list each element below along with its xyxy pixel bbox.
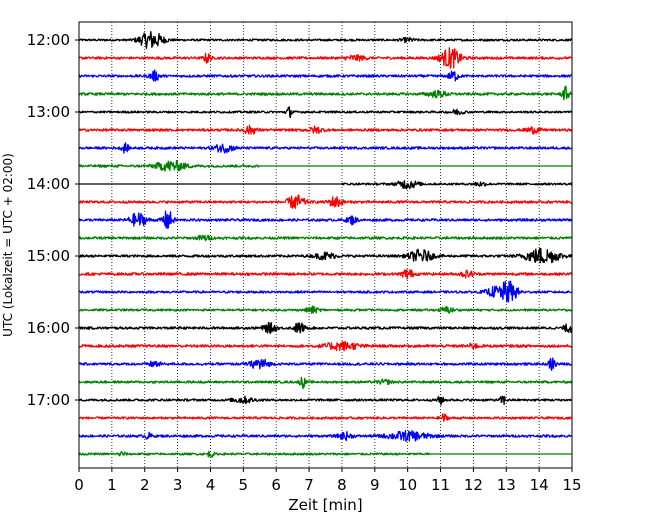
plot-frame xyxy=(78,21,573,469)
trace-1645 xyxy=(78,376,573,390)
trace-1445 xyxy=(78,234,573,242)
trace-line xyxy=(78,142,573,154)
trace-1530 xyxy=(78,280,573,303)
trace-1515 xyxy=(78,269,573,280)
x-tick-label: 0 xyxy=(74,476,84,494)
x-tick-label: 3 xyxy=(173,476,183,494)
trace-1500 xyxy=(78,247,573,264)
trace-line xyxy=(78,340,573,352)
trace-line xyxy=(78,47,573,69)
x-tick-label: 5 xyxy=(239,476,249,494)
trace-line xyxy=(78,280,573,303)
seismic-traces xyxy=(78,31,573,458)
trace-1300 xyxy=(78,106,573,119)
trace-line xyxy=(78,305,573,315)
x-tick-label: 7 xyxy=(304,476,314,494)
trace-line xyxy=(78,210,573,229)
trace-1745 xyxy=(78,450,573,458)
y-tick-label: 14:00 xyxy=(27,175,70,193)
x-axis-ticks: 0 1 2 3 4 5 6 7 8 9 10 11 12 13 14 15 xyxy=(74,468,582,494)
trace-line xyxy=(78,247,573,264)
trace-1315 xyxy=(78,124,573,135)
x-tick-label: 8 xyxy=(337,476,347,494)
trace-line xyxy=(78,106,573,119)
trace-line xyxy=(78,413,573,422)
trace-line xyxy=(78,85,573,101)
x-tick-label: 14 xyxy=(530,476,549,494)
x-tick-label: 12 xyxy=(464,476,483,494)
trace-line xyxy=(78,179,573,190)
y-tick-label: 16:00 xyxy=(27,319,70,337)
trace-line xyxy=(78,69,573,82)
trace-line xyxy=(78,159,573,172)
trace-1400 xyxy=(78,179,573,190)
trace-line xyxy=(78,376,573,390)
trace-1415 xyxy=(78,194,573,209)
trace-1730 xyxy=(78,429,573,443)
y-tick-label: 15:00 xyxy=(27,247,70,265)
trace-line xyxy=(78,124,573,135)
y-axis-label: UTC (Lokalzeit = UTC + 02:00) xyxy=(1,153,15,337)
trace-line xyxy=(78,31,573,49)
x-tick-label: 9 xyxy=(370,476,380,494)
y-axis-ticks: 12:00 13:00 14:00 15:00 16:00 17:00 xyxy=(27,31,79,409)
trace-1545 xyxy=(78,305,573,315)
trace-1715 xyxy=(78,413,573,422)
x-tick-label: 11 xyxy=(431,476,450,494)
trace-line xyxy=(78,194,573,209)
trace-line xyxy=(78,395,573,406)
x-tick-label: 13 xyxy=(497,476,516,494)
trace-1700 xyxy=(78,395,573,406)
x-axis-label: Zeit [min] xyxy=(288,496,362,514)
x-tick-label: 15 xyxy=(562,476,581,494)
trace-1245 xyxy=(78,85,573,101)
trace-1600 xyxy=(78,321,573,335)
trace-1200 xyxy=(78,31,573,49)
x-tick-label: 2 xyxy=(140,476,150,494)
x-tick-label: 6 xyxy=(271,476,281,494)
trace-1345 xyxy=(78,159,573,172)
x-tick-label: 1 xyxy=(107,476,117,494)
trace-1630 xyxy=(78,357,573,371)
trace-1330 xyxy=(78,142,573,154)
trace-1615 xyxy=(78,340,573,352)
trace-line xyxy=(78,429,573,443)
y-tick-label: 13:00 xyxy=(27,103,70,121)
y-tick-label: 17:00 xyxy=(27,391,70,409)
trace-line xyxy=(78,269,573,280)
trace-line xyxy=(78,357,573,371)
trace-1230 xyxy=(78,69,573,82)
y-tick-label: 12:00 xyxy=(27,31,70,49)
trace-1430 xyxy=(78,210,573,229)
trace-line xyxy=(78,450,573,458)
grid-lines xyxy=(111,22,540,468)
x-tick-label: 4 xyxy=(206,476,216,494)
trace-line xyxy=(78,321,573,335)
trace-line xyxy=(78,234,573,242)
x-tick-label: 10 xyxy=(398,476,417,494)
trace-1215 xyxy=(78,47,573,69)
